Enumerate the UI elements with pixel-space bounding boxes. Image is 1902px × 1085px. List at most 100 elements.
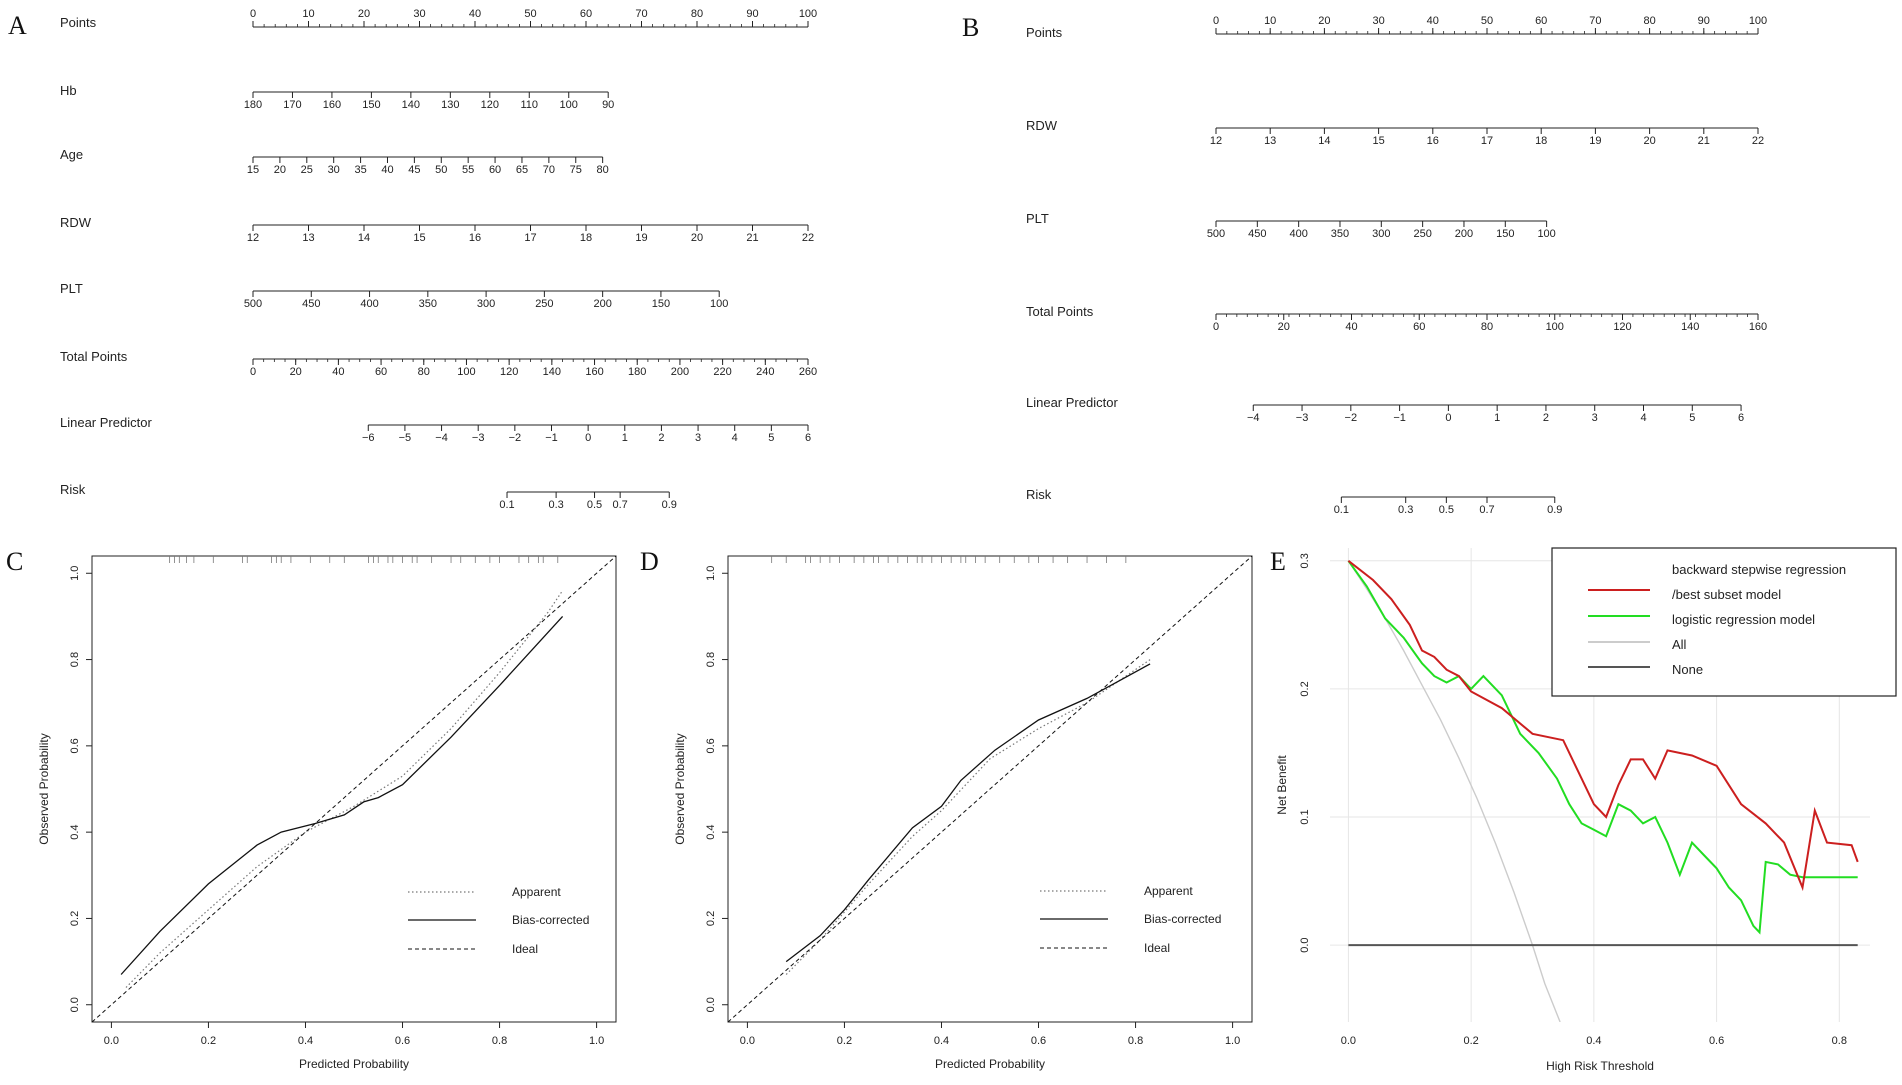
tick-label-hb: 100 — [560, 99, 578, 111]
y-tick-label: 0.8 — [705, 652, 717, 667]
y-tick-label: 0.2 — [69, 911, 81, 926]
panel-label-b: B — [962, 13, 979, 42]
tick-label-points: 30 — [1372, 15, 1384, 27]
x-tick-label: 0.6 — [395, 1035, 410, 1047]
panel-label-a: A — [8, 11, 27, 40]
legend-d-apparent: Apparent — [1144, 884, 1193, 898]
x-tick-label: 0.4 — [934, 1035, 949, 1047]
tick-label-plt: 200 — [593, 298, 611, 310]
tick-label-risk: 0.1 — [499, 499, 514, 511]
tick-label-total-points: 40 — [1345, 321, 1357, 333]
tick-label-points: 60 — [580, 8, 592, 20]
tick-label-age: 70 — [543, 164, 555, 176]
legend-e-line4: All — [1672, 637, 1687, 652]
tick-label-rdw: 17 — [1481, 135, 1493, 147]
tick-label-linear-predictor: 6 — [805, 432, 811, 444]
decision-curve-e: 0.0 0.2 0.4 0.6 0.8 0.0 0.1 0.2 0.3 High Risk Thr… — [1275, 548, 1870, 1073]
tick-label-age: 20 — [274, 164, 286, 176]
y-tick-label: 0.0 — [1299, 937, 1311, 952]
row-label-age: Age — [60, 147, 83, 162]
y-tick-label: 0.2 — [705, 911, 717, 926]
tick-label-points: 80 — [1643, 15, 1655, 27]
tick-label-total-points: 240 — [756, 366, 774, 378]
tick-label-plt: 150 — [652, 298, 670, 310]
tick-label-plt: 400 — [360, 298, 378, 310]
x-tick-label: 0.6 — [1031, 1035, 1046, 1047]
tick-label-linear-predictor: −1 — [1393, 412, 1406, 424]
tick-label-age: 60 — [489, 164, 501, 176]
tick-label-hb: 150 — [362, 99, 380, 111]
tick-label-linear-predictor: 1 — [1494, 412, 1500, 424]
tick-label-total-points: 100 — [457, 366, 475, 378]
row-label-points: Points — [60, 15, 97, 30]
tick-label-total-points: 120 — [500, 366, 518, 378]
y-tick-label: 0.6 — [705, 738, 717, 753]
y-tick-label: 1.0 — [69, 566, 81, 581]
legend-c-bias: Bias-corrected — [512, 913, 589, 927]
tick-label-hb: 170 — [283, 99, 301, 111]
tick-label-risk: 0.3 — [1398, 504, 1413, 516]
row-label-linear-predictor: Linear Predictor — [1026, 395, 1118, 410]
tick-label-rdw: 19 — [635, 232, 647, 244]
tick-label-risk: 0.7 — [613, 499, 628, 511]
legend-c-ideal: Ideal — [512, 942, 538, 956]
x-tick-label: 0.2 — [837, 1035, 852, 1047]
series-line-logistic-regression-model — [1347, 560, 1858, 935]
tick-label-linear-predictor: −2 — [509, 432, 522, 444]
tick-label-points: 0 — [1213, 15, 1219, 27]
calibration-plot-c: 0.0 0.2 0.4 0.6 0.8 1.0 0.0 0.2 0.4 0.6 0.8 1.0 Pred… — [37, 555, 617, 1071]
tick-label-total-points: 160 — [585, 366, 603, 378]
tick-label-plt: 300 — [1372, 228, 1390, 240]
tick-label-plt: 200 — [1455, 228, 1473, 240]
series-line-backward-stepwise-regression-best-subset-model — [1347, 560, 1859, 892]
y-tick-label: 0.2 — [1299, 681, 1311, 696]
row-label-plt: PLT — [60, 281, 83, 296]
tick-label-points: 20 — [1318, 15, 1330, 27]
tick-label-total-points: 160 — [1749, 321, 1767, 333]
tick-label-age: 35 — [354, 164, 366, 176]
tick-label-plt: 500 — [1207, 228, 1225, 240]
tick-label-linear-predictor: 5 — [768, 432, 774, 444]
tick-label-age: 55 — [462, 164, 474, 176]
plot-frame — [727, 555, 1253, 1023]
tick-label-hb: 130 — [441, 99, 459, 111]
tick-label-points: 70 — [1589, 15, 1601, 27]
tick-label-rdw: 19 — [1589, 135, 1601, 147]
tick-label-risk: 0.9 — [1547, 504, 1562, 516]
tick-label-plt: 250 — [535, 298, 553, 310]
tick-label-age: 80 — [597, 164, 609, 176]
tick-label-linear-predictor: −3 — [472, 432, 485, 444]
tick-label-age: 45 — [408, 164, 420, 176]
tick-label-rdw: 12 — [1210, 135, 1222, 147]
series-line-ideal — [728, 556, 1252, 1022]
tick-label-rdw: 17 — [524, 232, 536, 244]
row-label-linear-predictor: Linear Predictor — [60, 415, 152, 430]
tick-label-points: 40 — [469, 8, 481, 20]
x-tick-label: 0.4 — [1586, 1035, 1601, 1047]
tick-label-rdw: 14 — [1318, 135, 1330, 147]
tick-label-total-points: 40 — [332, 366, 344, 378]
series-line-bias-corrected — [120, 615, 564, 975]
legend-d: Apparent Bias-corrected Ideal — [1040, 884, 1221, 955]
tick-label-linear-predictor: −5 — [399, 432, 412, 444]
tick-label-linear-predictor: 4 — [732, 432, 738, 444]
tick-label-points: 80 — [691, 8, 703, 20]
row-label-risk: Risk — [60, 482, 86, 497]
tick-label-points: 70 — [635, 8, 647, 20]
legend-e-line5: None — [1672, 662, 1703, 677]
tick-label-linear-predictor: −1 — [545, 432, 558, 444]
x-tick-label: 0.4 — [298, 1035, 313, 1047]
panel-label-d: D — [640, 547, 659, 576]
y-tick-label: 0.3 — [1299, 553, 1311, 568]
x-tick-label: 1.0 — [1225, 1035, 1240, 1047]
tick-label-plt: 350 — [1331, 228, 1349, 240]
tick-label-age: 65 — [516, 164, 528, 176]
tick-label-age: 30 — [328, 164, 340, 176]
tick-label-age: 25 — [301, 164, 313, 176]
x-tick-label: 0.0 — [1341, 1035, 1356, 1047]
tick-label-linear-predictor: 3 — [695, 432, 701, 444]
tick-label-rdw: 22 — [802, 232, 814, 244]
tick-label-total-points: 180 — [628, 366, 646, 378]
tick-label-rdw: 20 — [1643, 135, 1655, 147]
